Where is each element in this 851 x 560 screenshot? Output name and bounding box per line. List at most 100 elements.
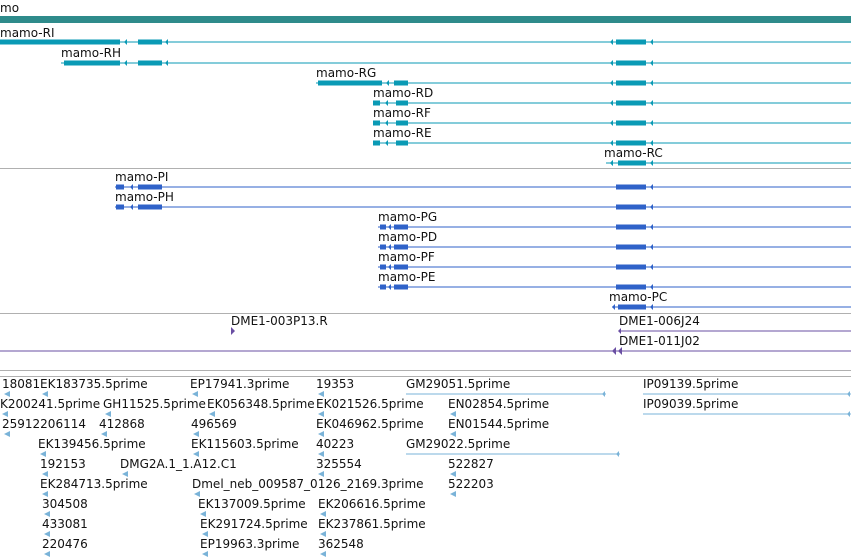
est-marker-icon	[200, 511, 206, 517]
protein-label[interactable]: mamo-PI	[115, 170, 168, 184]
est-label[interactable]: EK291724.5prime	[200, 517, 308, 531]
protein-exon[interactable]	[138, 184, 162, 190]
transcript-label[interactable]: mamo-RF	[373, 106, 431, 120]
est-marker-icon	[202, 551, 208, 557]
transcript-exon[interactable]	[0, 39, 120, 45]
protein-exon[interactable]	[116, 204, 124, 210]
protein-label[interactable]: mamo-PH	[115, 190, 174, 204]
est-label[interactable]: 522203	[448, 477, 494, 491]
transcript-exon[interactable]	[64, 60, 120, 66]
transcript-exon[interactable]	[616, 60, 646, 66]
est-label[interactable]: 40223	[316, 437, 354, 451]
protein-exon[interactable]	[394, 284, 408, 290]
protein-label[interactable]: mamo-PC	[609, 290, 667, 304]
est-label[interactable]: 18081	[2, 377, 40, 391]
est-label[interactable]: 304508	[42, 497, 88, 511]
gene-bar[interactable]	[0, 16, 851, 23]
protein-exon[interactable]	[380, 264, 386, 270]
transcript-exon[interactable]	[373, 120, 380, 126]
clone-label[interactable]: DME1-011J02	[619, 334, 700, 348]
transcript-exon[interactable]	[616, 120, 646, 126]
transcript-exon[interactable]	[618, 160, 646, 166]
est-label[interactable]: 362548	[318, 537, 364, 551]
est-label[interactable]: EP17941.3prime	[190, 377, 289, 391]
transcript-exon[interactable]	[318, 80, 382, 86]
transcript-exon[interactable]	[616, 100, 646, 106]
transcript-exon[interactable]	[396, 140, 408, 146]
est-label[interactable]: IP09139.5prime	[643, 377, 738, 391]
transcript-exon[interactable]	[616, 39, 646, 45]
est-label[interactable]: EK183735.5prime	[40, 377, 148, 391]
est-label[interactable]: 522827	[448, 457, 494, 471]
protein-label[interactable]: mamo-PF	[378, 250, 435, 264]
protein-label[interactable]: mamo-PG	[378, 210, 437, 224]
protein-exon[interactable]	[394, 264, 408, 270]
protein-exon[interactable]	[380, 244, 386, 250]
transcript-exon[interactable]	[616, 140, 646, 146]
transcript-exon[interactable]	[373, 140, 380, 146]
transcript-label[interactable]: mamo-RH	[61, 46, 121, 60]
est-label[interactable]: EK056348.5prime	[207, 397, 315, 411]
est-label[interactable]: 496569	[191, 417, 237, 431]
protein-exon[interactable]	[380, 224, 386, 230]
transcript-exon[interactable]	[138, 60, 162, 66]
transcript-label[interactable]: mamo-RD	[373, 86, 433, 100]
protein-exon[interactable]	[380, 284, 386, 290]
transcript-exon[interactable]	[396, 100, 408, 106]
est-label[interactable]: 192153	[40, 457, 86, 471]
est-label[interactable]: EK237861.5prime	[318, 517, 426, 531]
transcript-exon[interactable]	[394, 80, 408, 86]
est-label[interactable]: GM29051.5prime	[406, 377, 510, 391]
protein-exon[interactable]	[616, 204, 646, 210]
est-label[interactable]: K200241.5prime	[0, 397, 100, 411]
est-label[interactable]: EK284713.5prime	[40, 477, 148, 491]
est-label[interactable]: GM29022.5prime	[406, 437, 510, 451]
est-label[interactable]: EK137009.5prime	[198, 497, 306, 511]
track-divider	[0, 376, 851, 377]
est-label[interactable]: 25912206114	[2, 417, 86, 431]
clone-label[interactable]: DME1-006J24	[619, 314, 700, 328]
est-label[interactable]: 433081	[42, 517, 88, 531]
transcript-label[interactable]: mamo-RI	[0, 26, 55, 40]
protein-exon[interactable]	[616, 284, 646, 290]
est-label[interactable]: DMG2A.1_1.A12.C1	[120, 457, 237, 471]
transcript-exon[interactable]	[616, 80, 646, 86]
protein-exon[interactable]	[616, 244, 646, 250]
est-marker-icon	[105, 411, 111, 417]
protein-exon[interactable]	[394, 244, 408, 250]
est-label[interactable]: EK139456.5prime	[38, 437, 146, 451]
transcript-label[interactable]: mamo-RE	[373, 126, 432, 140]
transcript-exon[interactable]	[373, 100, 380, 106]
est-label[interactable]: IP09039.5prime	[643, 397, 738, 411]
est-label[interactable]: EK021526.5prime	[316, 397, 424, 411]
protein-exon[interactable]	[116, 184, 124, 190]
est-label[interactable]: 325554	[316, 457, 362, 471]
protein-exon[interactable]	[618, 304, 646, 310]
transcript-intron-line	[606, 162, 851, 164]
est-label[interactable]: EN01544.5prime	[448, 417, 549, 431]
protein-exon[interactable]	[616, 264, 646, 270]
est-label[interactable]: 412868	[99, 417, 145, 431]
est-label[interactable]: Dmel_neb_009587_0126_2169.3prime	[192, 477, 424, 491]
protein-exon[interactable]	[138, 204, 162, 210]
est-label[interactable]: 19353	[316, 377, 354, 391]
protein-label[interactable]: mamo-PD	[378, 230, 437, 244]
est-label[interactable]: EN02854.5prime	[448, 397, 549, 411]
est-label[interactable]: 220476	[42, 537, 88, 551]
est-label[interactable]: EP19963.3prime	[200, 537, 299, 551]
protein-exon[interactable]	[616, 224, 646, 230]
est-label[interactable]: EK046962.5prime	[316, 417, 424, 431]
est-label[interactable]: EK115603.5prime	[191, 437, 299, 451]
gene-label[interactable]: mo	[0, 1, 19, 15]
protein-exon[interactable]	[616, 184, 646, 190]
protein-exon[interactable]	[394, 224, 408, 230]
transcript-exon[interactable]	[396, 120, 408, 126]
est-label[interactable]: EK206616.5prime	[318, 497, 426, 511]
transcript-intron-line	[61, 62, 851, 64]
est-label[interactable]: GH11525.5prime	[103, 397, 206, 411]
protein-label[interactable]: mamo-PE	[378, 270, 435, 284]
clone-label[interactable]: DME1-003P13.R	[231, 314, 328, 328]
transcript-label[interactable]: mamo-RC	[604, 146, 663, 160]
transcript-exon[interactable]	[138, 39, 162, 45]
transcript-label[interactable]: mamo-RG	[316, 66, 376, 80]
